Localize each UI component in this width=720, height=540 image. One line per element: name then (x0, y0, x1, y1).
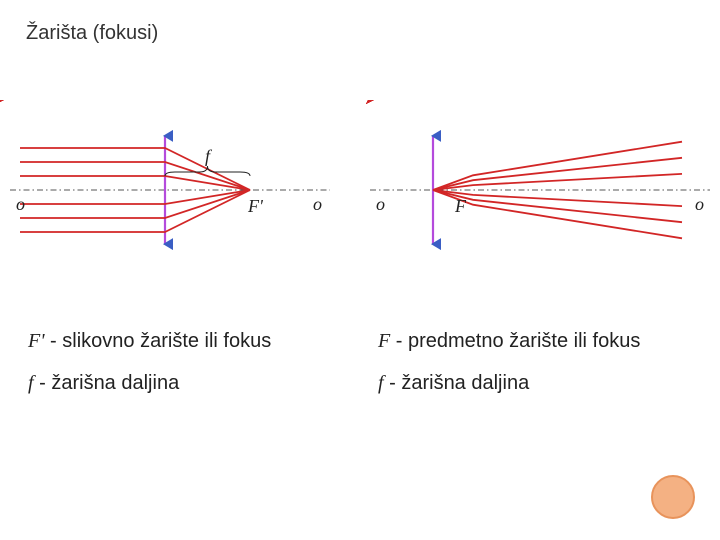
corner-decoration-icon (650, 474, 696, 520)
svg-text:o: o (313, 194, 322, 214)
legend-symbol: F (378, 330, 390, 352)
svg-text:o: o (16, 194, 25, 214)
converging-lens-diagram: f F' o o (0, 100, 330, 244)
svg-text:o: o (695, 194, 704, 214)
legend-text: - slikovno žarište ili fokus (45, 330, 272, 352)
legend-text: - žarišna daljina (34, 372, 180, 394)
svg-text:o: o (376, 194, 385, 214)
legend-symbol: F' (28, 330, 45, 352)
legend-text: - žarišna daljina (384, 372, 530, 394)
svg-text:f: f (205, 146, 213, 166)
page-title: Žarišta (fokusi) (26, 22, 158, 45)
optics-diagrams: f F' o o Fo o (0, 100, 720, 280)
legend-text: - predmetno žarište ili fokus (390, 330, 640, 352)
svg-text:F': F' (247, 196, 264, 216)
svg-text:F: F (454, 196, 467, 216)
diverging-lens-diagram: Fo o (370, 100, 710, 244)
